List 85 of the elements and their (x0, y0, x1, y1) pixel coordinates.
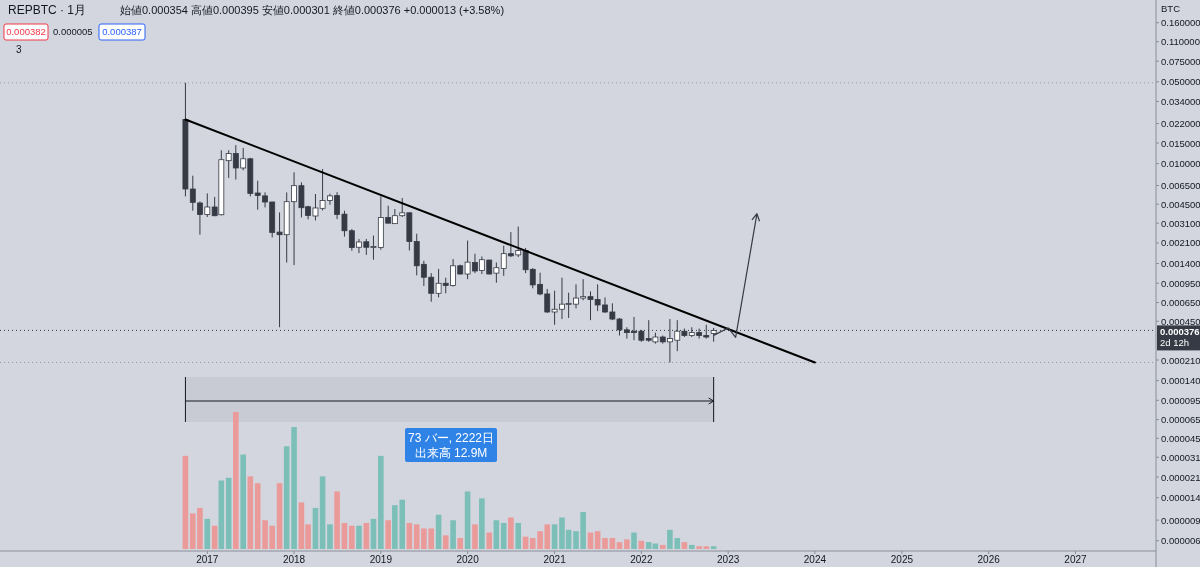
y-tick-label: 0.022000 (1161, 118, 1200, 130)
bar (283, 446, 290, 549)
bar (508, 517, 514, 549)
bar (457, 538, 464, 549)
bar (594, 531, 601, 549)
x-tick-label: 2022 (630, 554, 653, 565)
bar (609, 538, 616, 549)
x-tick-label: 2023 (717, 554, 740, 565)
bar (349, 525, 355, 549)
text: 2d 12h (1160, 337, 1190, 349)
y-tick-label: 0.000006 (1161, 535, 1200, 547)
bar (254, 483, 261, 549)
x-tick-label: 2019 (369, 554, 393, 565)
chart-title: REPBTC · 1月 (8, 3, 87, 17)
chart-subtitle: 始値0.000354 高値0.000395 安値0.000301 終値0.000376 +0.000013 (+3.58%) (120, 4, 505, 16)
bar (479, 498, 485, 549)
x-tick-label: 2020 (456, 554, 480, 565)
bar (464, 491, 471, 549)
bar (233, 412, 239, 549)
annotation: 0.000382 (6, 26, 46, 37)
bar (659, 544, 666, 549)
x-tick-label: 2027 (1064, 554, 1088, 565)
y-tick-label: 0.001400 (1161, 258, 1200, 270)
bar (356, 525, 362, 549)
ref-line-label: 0.000376 (1160, 326, 1200, 338)
y-tick-label: 0.000210 (1161, 354, 1200, 366)
y-tick-label: 0.000021 (1161, 471, 1200, 483)
y-tick-label: 0.000065 (1161, 414, 1200, 426)
y-tick-label: 0.050000 (1161, 76, 1200, 88)
annotation: 0.000005 (53, 26, 93, 37)
bar (500, 522, 507, 549)
y-tick-label: 0.160000 (1161, 17, 1200, 29)
annotation: 出来高 12.9M (414, 446, 488, 460)
y-tick-label: 0.002100 (1161, 237, 1200, 249)
x-tick-label: 2025 (890, 554, 914, 565)
x-tick-label: 2021 (543, 554, 567, 565)
y-tick-label: 0.000140 (1161, 375, 1200, 387)
y-tick-label: 0.000450 (1161, 315, 1200, 327)
y-tick-label: 0.000014 (1161, 492, 1200, 504)
y-tick-label: 0.003100 (1161, 217, 1200, 229)
x-tick-label: 2026 (977, 554, 1001, 565)
annotation: 73 バー, 2222日 (407, 431, 495, 445)
bar (515, 522, 522, 549)
bar (385, 520, 391, 549)
bar (450, 520, 456, 549)
bar (631, 532, 637, 549)
bar (240, 454, 246, 549)
y-tick-label: 0.000031 (1161, 451, 1200, 463)
bar (710, 546, 717, 549)
y-tick-label: 0.000950 (1161, 277, 1200, 289)
bar (442, 535, 449, 549)
bar (493, 520, 500, 549)
bar (319, 476, 326, 549)
bar (551, 524, 558, 549)
bar (334, 491, 340, 549)
y-tick-label: 0.075000 (1161, 55, 1200, 67)
annotation: 3 (16, 44, 22, 55)
y-tick-label: 0.034000 (1161, 95, 1200, 107)
bar (247, 476, 254, 549)
y-tick-label: 0.010000 (1161, 158, 1200, 170)
bar (486, 532, 493, 549)
y-tick-label: 0.000650 (1161, 297, 1200, 309)
y-axis-title: BTC (1161, 3, 1181, 14)
annotation: 0.000387 (102, 26, 142, 37)
bar (472, 524, 478, 549)
bar (378, 455, 384, 549)
y-tick-label: 0.000095 (1161, 394, 1200, 406)
bar (681, 542, 688, 549)
y-tick-label: 0.006500 (1161, 180, 1200, 192)
bar (276, 483, 283, 549)
y-tick-label: 0.000045 (1161, 432, 1200, 444)
x-tick-label: 2018 (282, 554, 306, 565)
bar (688, 544, 695, 549)
y-tick-label: 0.004500 (1161, 198, 1200, 210)
bar (624, 539, 630, 549)
x-tick-label: 2017 (196, 554, 219, 565)
y-tick-label: 0.015000 (1161, 137, 1200, 149)
y-tick-label: 0.000009 (1161, 514, 1200, 526)
y-tick-label: 0.110000 (1161, 36, 1200, 48)
x-tick-label: 2024 (803, 554, 827, 565)
bar (204, 518, 211, 549)
bar (616, 542, 623, 549)
bar (291, 427, 297, 549)
bar (327, 524, 333, 549)
bar (602, 538, 608, 549)
